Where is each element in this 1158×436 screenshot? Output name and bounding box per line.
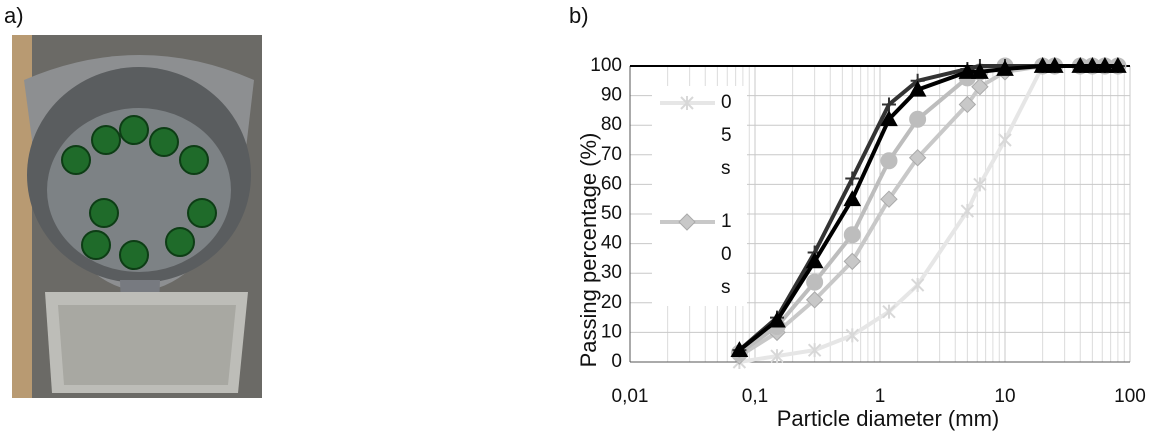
panel-label: a)	[4, 3, 24, 28]
x-axis-title: Particle diameter (mm)	[777, 406, 999, 431]
marker	[805, 291, 824, 309]
marker	[958, 62, 977, 79]
x-tick-label: 10	[994, 386, 1015, 407]
marker	[845, 328, 859, 343]
y-tick-label: 90	[601, 85, 622, 106]
marker	[1045, 56, 1064, 73]
marker	[1071, 56, 1090, 73]
marker	[880, 110, 898, 127]
y-tick-label: 80	[601, 114, 622, 135]
marker	[1109, 56, 1127, 73]
marker	[845, 171, 860, 186]
marker	[678, 213, 696, 231]
marker	[1033, 56, 1052, 73]
legend-box	[652, 86, 747, 306]
marker	[998, 133, 1012, 147]
marker	[1083, 56, 1102, 73]
y-tick-label: 30	[601, 262, 622, 283]
marker	[908, 80, 927, 97]
marker	[768, 311, 786, 328]
marker	[996, 59, 1014, 76]
marker	[730, 341, 749, 358]
marker	[807, 343, 822, 358]
marker	[1096, 56, 1114, 73]
x-tick-label: 1	[875, 386, 886, 407]
marker	[843, 226, 861, 244]
photo	[12, 35, 262, 398]
marker	[909, 110, 927, 128]
marker	[971, 62, 989, 79]
x-tick-label: 0,01	[612, 386, 649, 407]
marker	[958, 95, 977, 114]
x-tick-label: 0,1	[742, 386, 768, 407]
y-tick-label: 20	[601, 292, 622, 313]
y-tick-label: 70	[601, 144, 622, 165]
marker	[882, 304, 896, 319]
marker	[960, 204, 975, 219]
marker	[680, 96, 694, 110]
y-tick-label: 0	[611, 351, 622, 372]
y-axis-title: Passing percentage (%)	[576, 133, 601, 368]
marker	[806, 273, 824, 291]
panel-label: b)	[569, 3, 589, 28]
marker	[880, 190, 898, 208]
y-tick-label: 100	[590, 55, 622, 76]
marker	[881, 97, 896, 112]
series-line	[738, 64, 1118, 355]
marker	[908, 149, 927, 167]
y-tick-label: 10	[601, 321, 622, 342]
y-tick-label: 60	[601, 173, 622, 194]
x-tick-label: 100	[1114, 386, 1146, 407]
marker	[843, 190, 862, 207]
y-tick-label: 50	[601, 203, 622, 224]
marker	[971, 78, 989, 96]
y-tick-label: 40	[601, 233, 622, 254]
marker	[843, 252, 861, 271]
marker	[805, 252, 824, 269]
marker	[880, 152, 898, 170]
marker	[910, 278, 925, 293]
marker	[973, 177, 987, 192]
marker	[770, 349, 784, 364]
